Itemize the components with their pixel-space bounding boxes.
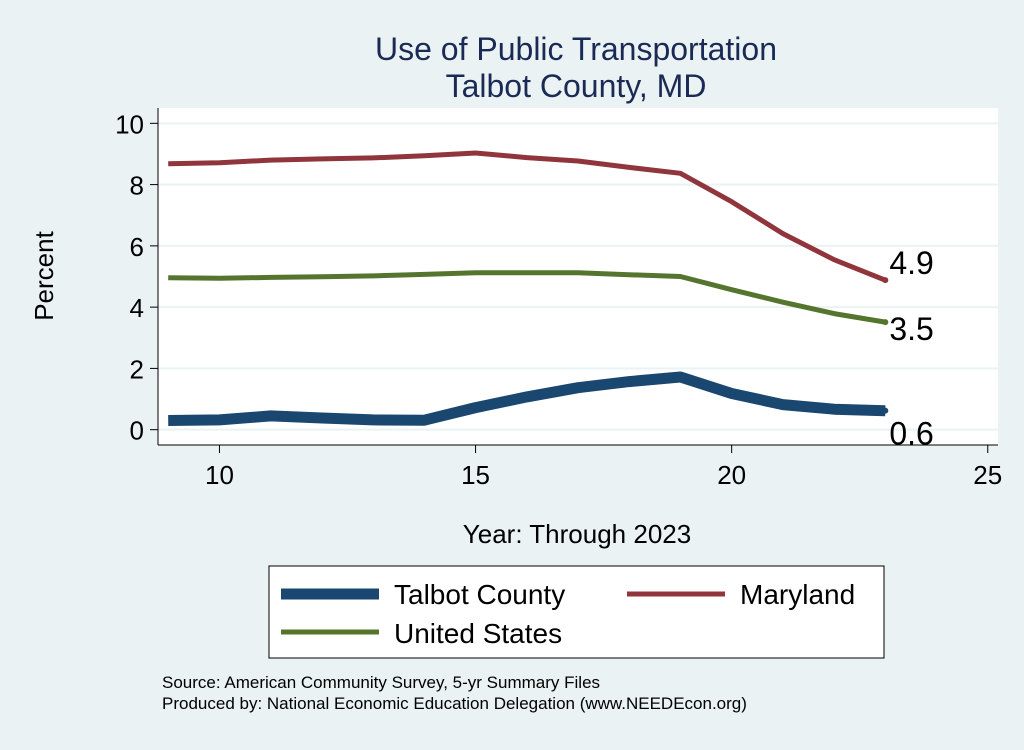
y-tick-label: 0 — [130, 416, 144, 446]
end-point-talbot-county — [882, 407, 889, 414]
x-tick-label: 25 — [973, 460, 1002, 490]
gridlines — [158, 122, 998, 431]
legend-label-maryland: Maryland — [740, 579, 855, 610]
end-label-united-states: 3.5 — [889, 311, 933, 347]
y-tick-label: 10 — [115, 109, 144, 139]
series-line-talbot-county — [168, 371, 886, 426]
x-tick-label: 15 — [461, 460, 490, 490]
legend: Talbot County Maryland United States — [268, 565, 885, 659]
end-labels: 0.6 4.9 3.5 — [889, 245, 933, 452]
series-line-united-states — [168, 270, 886, 325]
producer-note: Produced by: National Economic Education… — [162, 694, 747, 713]
end-point-united-states — [882, 319, 889, 326]
y-axis-ticks: 0 2 4 6 8 10 — [115, 109, 158, 446]
x-axis-label: Year: Through 2023 — [463, 519, 691, 549]
series-lines — [168, 150, 889, 426]
y-tick-label: 2 — [130, 354, 144, 384]
end-point-maryland — [882, 277, 889, 284]
chart-subtitle: Talbot County, MD — [446, 68, 707, 104]
x-tick-label: 20 — [717, 460, 746, 490]
y-axis-label: Percent — [29, 230, 59, 320]
y-tick-label: 4 — [130, 293, 144, 323]
y-tick-label: 6 — [130, 232, 144, 262]
source-note: Source: American Community Survey, 5-yr … — [162, 673, 600, 692]
chart-title: Use of Public Transportation — [375, 31, 777, 67]
end-label-talbot-county: 0.6 — [889, 416, 933, 452]
y-tick-label: 8 — [130, 171, 144, 201]
x-tick-label: 10 — [205, 460, 234, 490]
legend-label-talbot-county: Talbot County — [394, 579, 565, 610]
end-label-maryland: 4.9 — [889, 245, 933, 281]
x-axis-ticks: 10 15 20 25 — [205, 445, 1002, 490]
series-line-maryland — [168, 150, 887, 283]
legend-label-united-states: United States — [394, 618, 562, 649]
legend-box — [268, 565, 885, 659]
